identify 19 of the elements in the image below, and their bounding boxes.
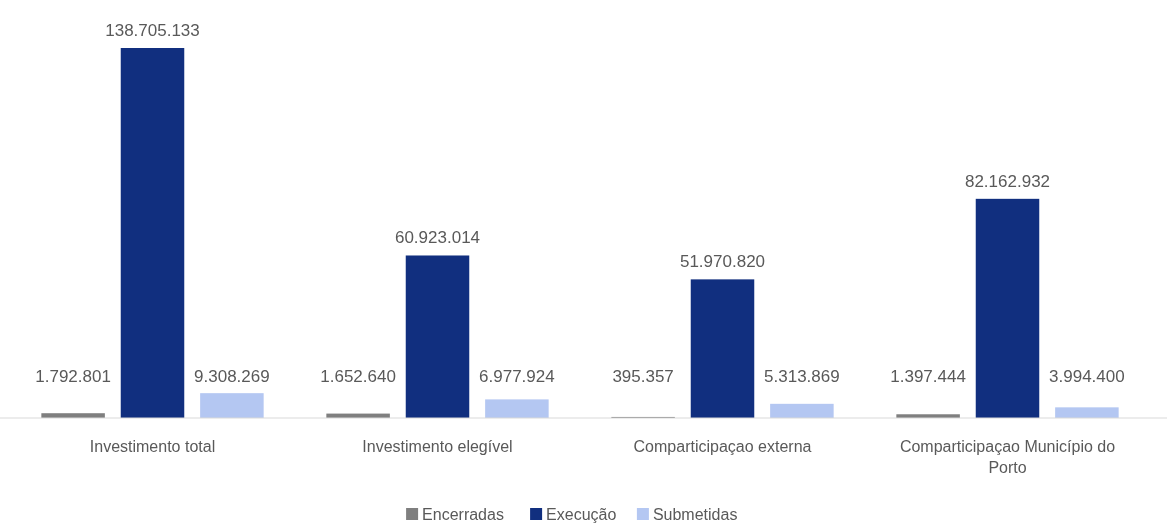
x-tick-label: Comparticipaçao externa (633, 438, 812, 455)
data-label: 5.313.869 (764, 367, 840, 386)
x-tick-label: Comparticipaçao Município do Porto (899, 438, 1116, 476)
data-label: 51.970.820 (679, 252, 766, 272)
data-label: 6.977.924 (479, 367, 555, 386)
legend-label: Submetidas (652, 506, 738, 523)
data-label: 82.162.932 (964, 171, 1051, 191)
legend-label: Execução (546, 506, 617, 523)
data-label: 1.397.444 (890, 367, 966, 386)
x-tick-label: Investimento total (89, 438, 216, 455)
x-tick-label: Investimento elegível (362, 438, 513, 455)
data-label: 3.994.400 (1049, 367, 1125, 386)
legend-label: Encerradas (422, 506, 504, 523)
data-label: 1.792.801 (35, 367, 111, 386)
data-label: 138.705.133 (105, 21, 200, 40)
data-label: 60.923.014 (394, 228, 481, 248)
data-label: 9.308.269 (194, 367, 270, 386)
data-label: 1.652.640 (320, 367, 396, 386)
data-label: 395.357 (612, 367, 674, 386)
